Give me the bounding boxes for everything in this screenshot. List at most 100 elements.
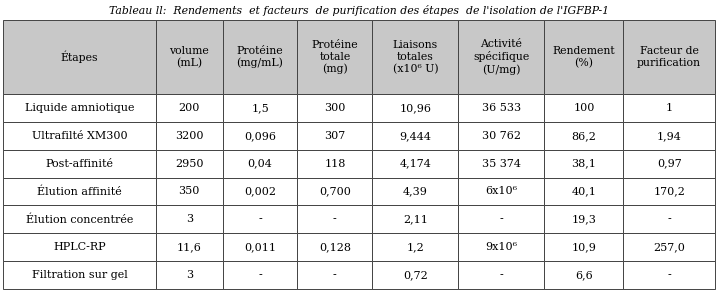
Text: 9,444: 9,444 [399,131,432,141]
Text: 0,002: 0,002 [244,187,276,196]
Text: 0,97: 0,97 [657,159,681,168]
Bar [297,94,372,122]
Bar [372,20,458,94]
Bar [372,261,458,289]
Bar [156,150,223,178]
Text: Facteur de
purification: Facteur de purification [637,46,701,68]
Bar [458,122,544,150]
Bar [223,261,297,289]
Bar [223,233,297,261]
Text: 1,94: 1,94 [657,131,681,141]
Bar [3,150,156,178]
Bar [544,150,623,178]
Bar [3,94,156,122]
Text: 11,6: 11,6 [177,242,202,252]
Bar [623,178,715,205]
Text: 9x10⁶: 9x10⁶ [485,242,518,252]
Bar [156,94,223,122]
Text: 200: 200 [179,103,200,113]
Bar [623,261,715,289]
Text: 40,1: 40,1 [572,187,597,196]
Text: Liquide amniotique: Liquide amniotique [24,103,134,113]
Bar [156,20,223,94]
Text: 0,72: 0,72 [403,270,428,280]
Bar [297,122,372,150]
Bar [223,178,297,205]
Text: Filtration sur gel: Filtration sur gel [32,270,127,280]
Bar [623,150,715,178]
Text: Ultrafilté XM300: Ultrafilté XM300 [32,131,127,141]
Bar [223,150,297,178]
Bar [223,122,297,150]
Bar [458,233,544,261]
Text: 6x10⁶: 6x10⁶ [485,187,518,196]
Bar [372,178,458,205]
Text: 19,3: 19,3 [572,214,597,224]
Text: Élution affinité: Élution affinité [37,186,122,197]
Bar [458,20,544,94]
Text: 38,1: 38,1 [572,159,597,168]
Text: 1,2: 1,2 [406,242,424,252]
Bar [372,94,458,122]
Bar [156,122,223,150]
Bar [623,233,715,261]
Text: 3200: 3200 [175,131,203,141]
Bar [3,233,156,261]
Text: 36 533: 36 533 [482,103,521,113]
Bar [458,94,544,122]
Bar [458,150,544,178]
Text: Étapes: Étapes [61,51,98,63]
Text: -: - [258,270,262,280]
Text: 257,0: 257,0 [653,242,685,252]
Text: -: - [667,214,671,224]
Text: 0,04: 0,04 [248,159,273,168]
Bar [544,178,623,205]
Bar [623,20,715,94]
Bar [372,150,458,178]
Bar [623,94,715,122]
Text: 307: 307 [325,131,345,141]
Text: 3: 3 [186,214,193,224]
Text: Rendement
(%): Rendement (%) [553,46,615,68]
Text: 0,700: 0,700 [319,187,351,196]
Bar [544,261,623,289]
Text: Protéine
totale
(mg): Protéine totale (mg) [312,40,358,74]
Bar [544,94,623,122]
Text: -: - [333,270,337,280]
Bar [3,205,156,233]
Bar [297,178,372,205]
Text: -: - [500,214,503,224]
Text: 4,174: 4,174 [399,159,432,168]
Text: 10,96: 10,96 [399,103,432,113]
Bar [623,205,715,233]
Bar [458,178,544,205]
Text: 1: 1 [666,103,673,113]
Bar [458,205,544,233]
Text: 0,096: 0,096 [244,131,276,141]
Bar [544,20,623,94]
Bar [372,233,458,261]
Text: -: - [500,270,503,280]
Bar [156,261,223,289]
Bar [297,205,372,233]
Text: 0,128: 0,128 [319,242,351,252]
Text: -: - [333,214,337,224]
Bar [156,205,223,233]
Bar [3,178,156,205]
Bar [544,233,623,261]
Text: 100: 100 [573,103,595,113]
Bar [372,205,458,233]
Bar [223,94,297,122]
Text: 6,6: 6,6 [575,270,593,280]
Text: 170,2: 170,2 [653,187,685,196]
Text: 1,5: 1,5 [251,103,269,113]
Text: Tableau ll:  Rendements  et facteurs  de purification des étapes  de l'isolation: Tableau ll: Rendements et facteurs de pu… [109,5,609,16]
Bar [297,261,372,289]
Bar [544,205,623,233]
Text: 3: 3 [186,270,193,280]
Text: 350: 350 [179,187,200,196]
Bar [3,20,156,94]
Text: HPLC-RP: HPLC-RP [53,242,106,252]
Text: 2,11: 2,11 [403,214,428,224]
Bar [372,122,458,150]
